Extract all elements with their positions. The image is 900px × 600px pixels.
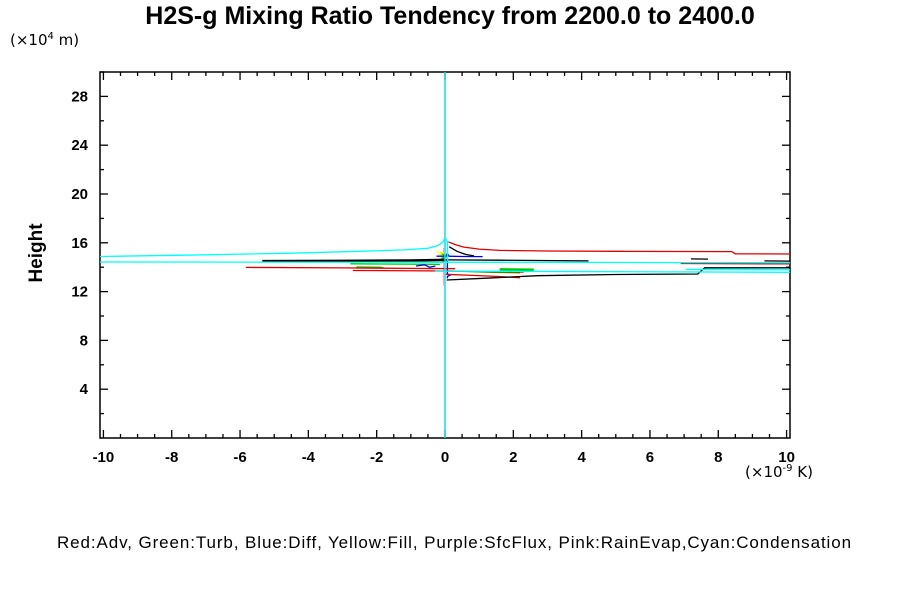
y-tick-label: 24	[71, 137, 88, 154]
y-tick-label: 4	[80, 381, 89, 398]
series-line-turb	[350, 263, 440, 265]
chart-title: H2S-g Mixing Ratio Tendency from 2200.0 …	[145, 2, 755, 30]
x-tick-label: 0	[441, 449, 449, 466]
x-axis-unit-post: K)	[792, 463, 813, 481]
y-tick-label: 8	[80, 332, 88, 349]
x-tick-label: 6	[646, 449, 654, 466]
x-tick-label: -2	[370, 449, 383, 466]
x-axis-unit-exponent: -9	[782, 463, 793, 474]
series-group	[100, 72, 790, 438]
x-tick-label: 2	[509, 449, 517, 466]
y-tick-label: 16	[71, 235, 88, 252]
x-tick-label: 8	[714, 449, 722, 466]
series-line-condensation	[100, 235, 449, 262]
series-line-black	[262, 258, 446, 263]
y-tick-label: 20	[71, 186, 88, 203]
series-line-black	[444, 259, 589, 262]
y-tick-label: 28	[71, 88, 88, 105]
series-line-black	[446, 267, 790, 281]
y-axis-unit-post: m)	[53, 31, 80, 49]
x-axis-unit-label: (×10-9 K)	[745, 463, 813, 481]
x-tick-label: 10	[778, 449, 795, 466]
legend-text: Red:Adv, Green:Turb, Blue:Diff, Yellow:F…	[57, 533, 852, 552]
series-line-diff	[415, 264, 436, 268]
series-line-black	[448, 246, 475, 257]
series-line-adv	[245, 266, 456, 270]
x-tick-label: 4	[577, 449, 586, 466]
x-tick-label: -4	[302, 449, 316, 466]
series-line-condensation	[434, 270, 790, 273]
series-line-condensation	[100, 261, 790, 264]
series-line-adv	[448, 241, 790, 255]
x-tick-label: -8	[165, 449, 178, 466]
y-axis-unit-pre: (×10	[10, 31, 48, 49]
x-tick-label: -10	[93, 449, 115, 466]
y-tick-label: 12	[71, 284, 88, 301]
y-axis-unit-label: (×104 m)	[10, 31, 79, 49]
x-tick-label: -6	[233, 449, 246, 466]
y-axis-unit-exponent: 4	[47, 31, 54, 42]
x-axis-unit-pre: (×10	[745, 463, 783, 481]
